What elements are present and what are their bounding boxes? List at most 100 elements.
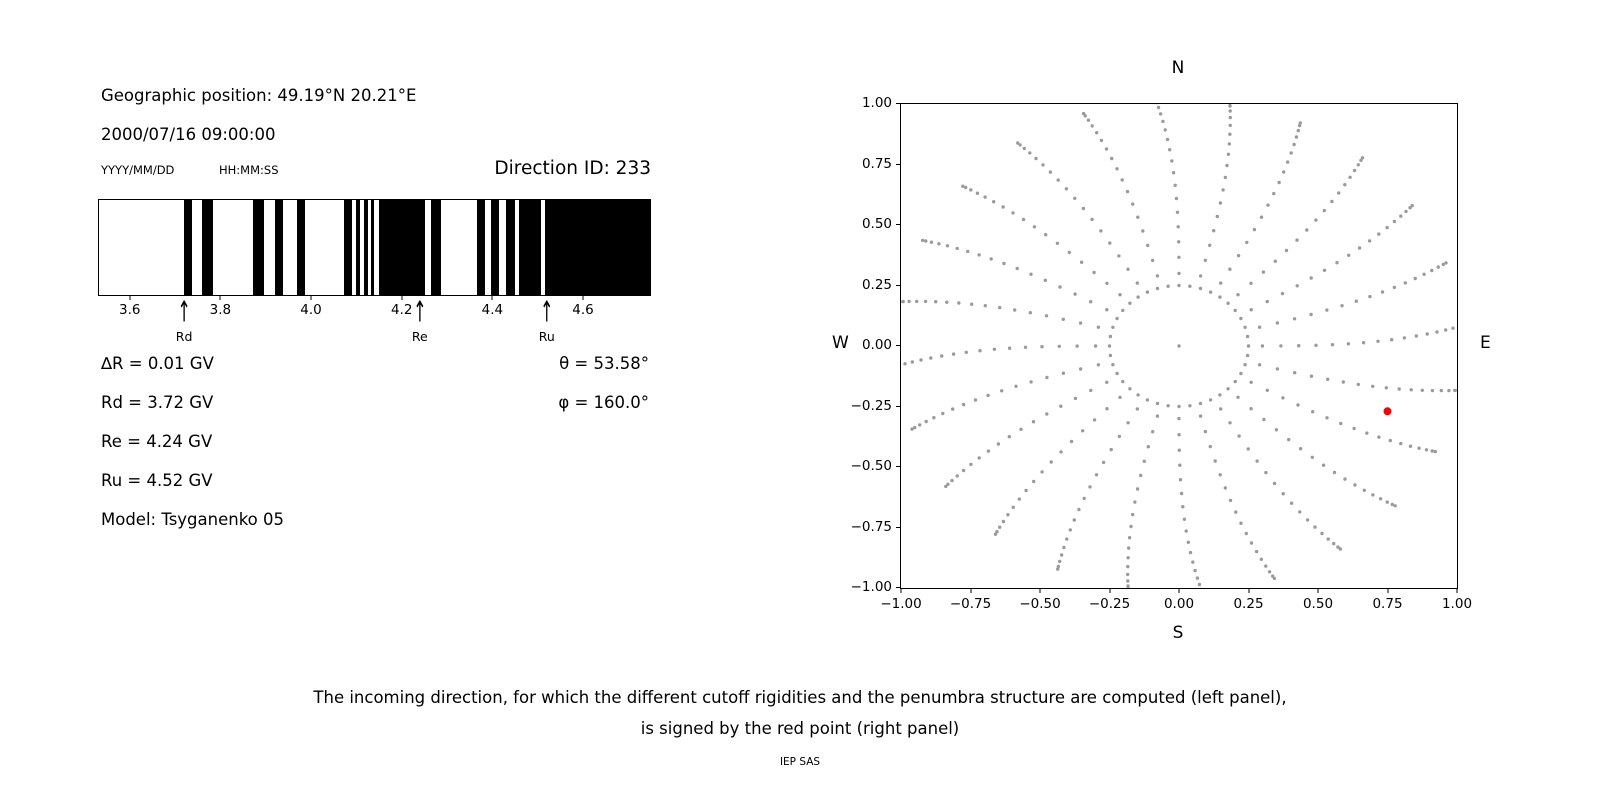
direction-dot [1002,261,1006,266]
direction-dot [1069,439,1074,444]
direction-dot [1155,414,1160,418]
direction-dot [932,416,936,420]
direction-dot [1425,332,1429,336]
x-tick-label: −0.75 [949,596,992,612]
delta-r-value: ∆R = 0.01 GV [101,354,214,373]
direction-dot [1006,513,1010,517]
direction-dot [1282,170,1286,174]
direction-dot [1404,209,1408,214]
cutoff-marker-label: Re [411,329,428,344]
left-panel: Geographic position: 49.19°N 20.21°E 200… [98,86,651,606]
direction-id-label: Direction ID: 233 [494,158,651,179]
direction-dot [1335,261,1339,265]
direction-dot [1413,276,1417,281]
direction-dot [1090,124,1094,128]
direction-dot [1305,518,1310,522]
direction-dot [1135,407,1139,411]
direction-dot [1178,463,1182,467]
direction-map-plot [900,103,1458,589]
direction-dot [998,305,1002,310]
direction-dot [1109,447,1113,452]
x-tick-label: 4.2 [390,302,413,318]
direction-dot [1340,304,1344,308]
direction-dot [1227,142,1231,146]
direction-dot [1118,293,1122,297]
x-tick-label: 3.6 [118,302,141,318]
direction-dot [1281,492,1285,496]
direction-dot [1234,510,1238,514]
y-tick-mark [896,526,900,528]
direction-dot [1163,128,1167,132]
direction-dot [1239,316,1243,321]
direction-dot [913,425,917,430]
direction-dot [1146,243,1150,248]
direction-dot [1265,388,1269,392]
direction-dot [1093,344,1098,348]
direction-dot [966,249,970,254]
direction-dot [1246,344,1251,348]
direction-dot [1359,158,1363,162]
direction-dot [1430,268,1434,273]
direction-dot [1305,228,1309,232]
direction-dot [1121,379,1125,384]
direction-dot [901,300,902,304]
direction-dot [1082,496,1086,501]
direction-dot [1177,255,1181,259]
direction-dot [1264,470,1268,475]
direction-dot [1105,308,1109,312]
direction-dot [1360,156,1365,160]
direction-dot [1073,292,1077,296]
direction-dot [1272,576,1277,581]
direction-dot [1325,416,1329,420]
direction-dot [1420,388,1424,392]
direction-dot [1018,143,1022,147]
direction-dot [1296,128,1300,133]
x-tick-mark [1039,589,1041,593]
direction-dot [915,299,919,304]
direction-dot [1223,486,1227,490]
direction-dot [1296,403,1300,407]
direction-dot [1399,214,1403,218]
y-tick-mark [896,587,900,588]
direction-dot [1078,321,1083,325]
cutoff-marker-arrow: ↑ [413,294,427,329]
y-tick-label: −0.50 [850,458,892,474]
direction-dot [1228,115,1232,120]
direction-dot [1055,241,1060,245]
x-tick-mark [1248,589,1249,593]
direction-dot [1254,549,1259,554]
penumbra-bar [506,200,516,295]
direction-dot [1245,334,1250,339]
direction-dot [1255,459,1259,463]
direction-dot [996,442,1001,446]
direction-dot [977,253,981,257]
direction-dot [1339,421,1343,426]
direction-dot [919,358,923,362]
compass-label-west: W [832,333,849,353]
direction-dot [1266,203,1270,207]
direction-dot [1397,387,1401,391]
direction-dot [924,419,928,424]
direction-dot [1151,430,1155,434]
direction-dot [1007,435,1011,439]
direction-dot [1056,567,1060,571]
direction-dot [1292,142,1296,147]
caption-line-2: is signed by the red point (right panel) [640,719,960,738]
direction-dot [1275,321,1280,325]
direction-dot [1121,308,1125,313]
direction-dot [1311,410,1315,414]
direction-dot [1226,152,1231,156]
direction-dot [1352,426,1356,431]
direction-dot [1321,463,1326,467]
direction-dot [1390,502,1394,507]
penumbra-bar [545,200,650,295]
direction-dot [918,423,922,427]
direction-dot [1236,395,1240,399]
direction-dot [1371,384,1375,388]
x-tick-mark [219,296,221,300]
direction-dot [1297,123,1302,128]
direction-dot [924,239,928,243]
direction-dot [1343,477,1347,481]
direction-dot [1236,253,1241,258]
direction-dot [907,299,911,304]
